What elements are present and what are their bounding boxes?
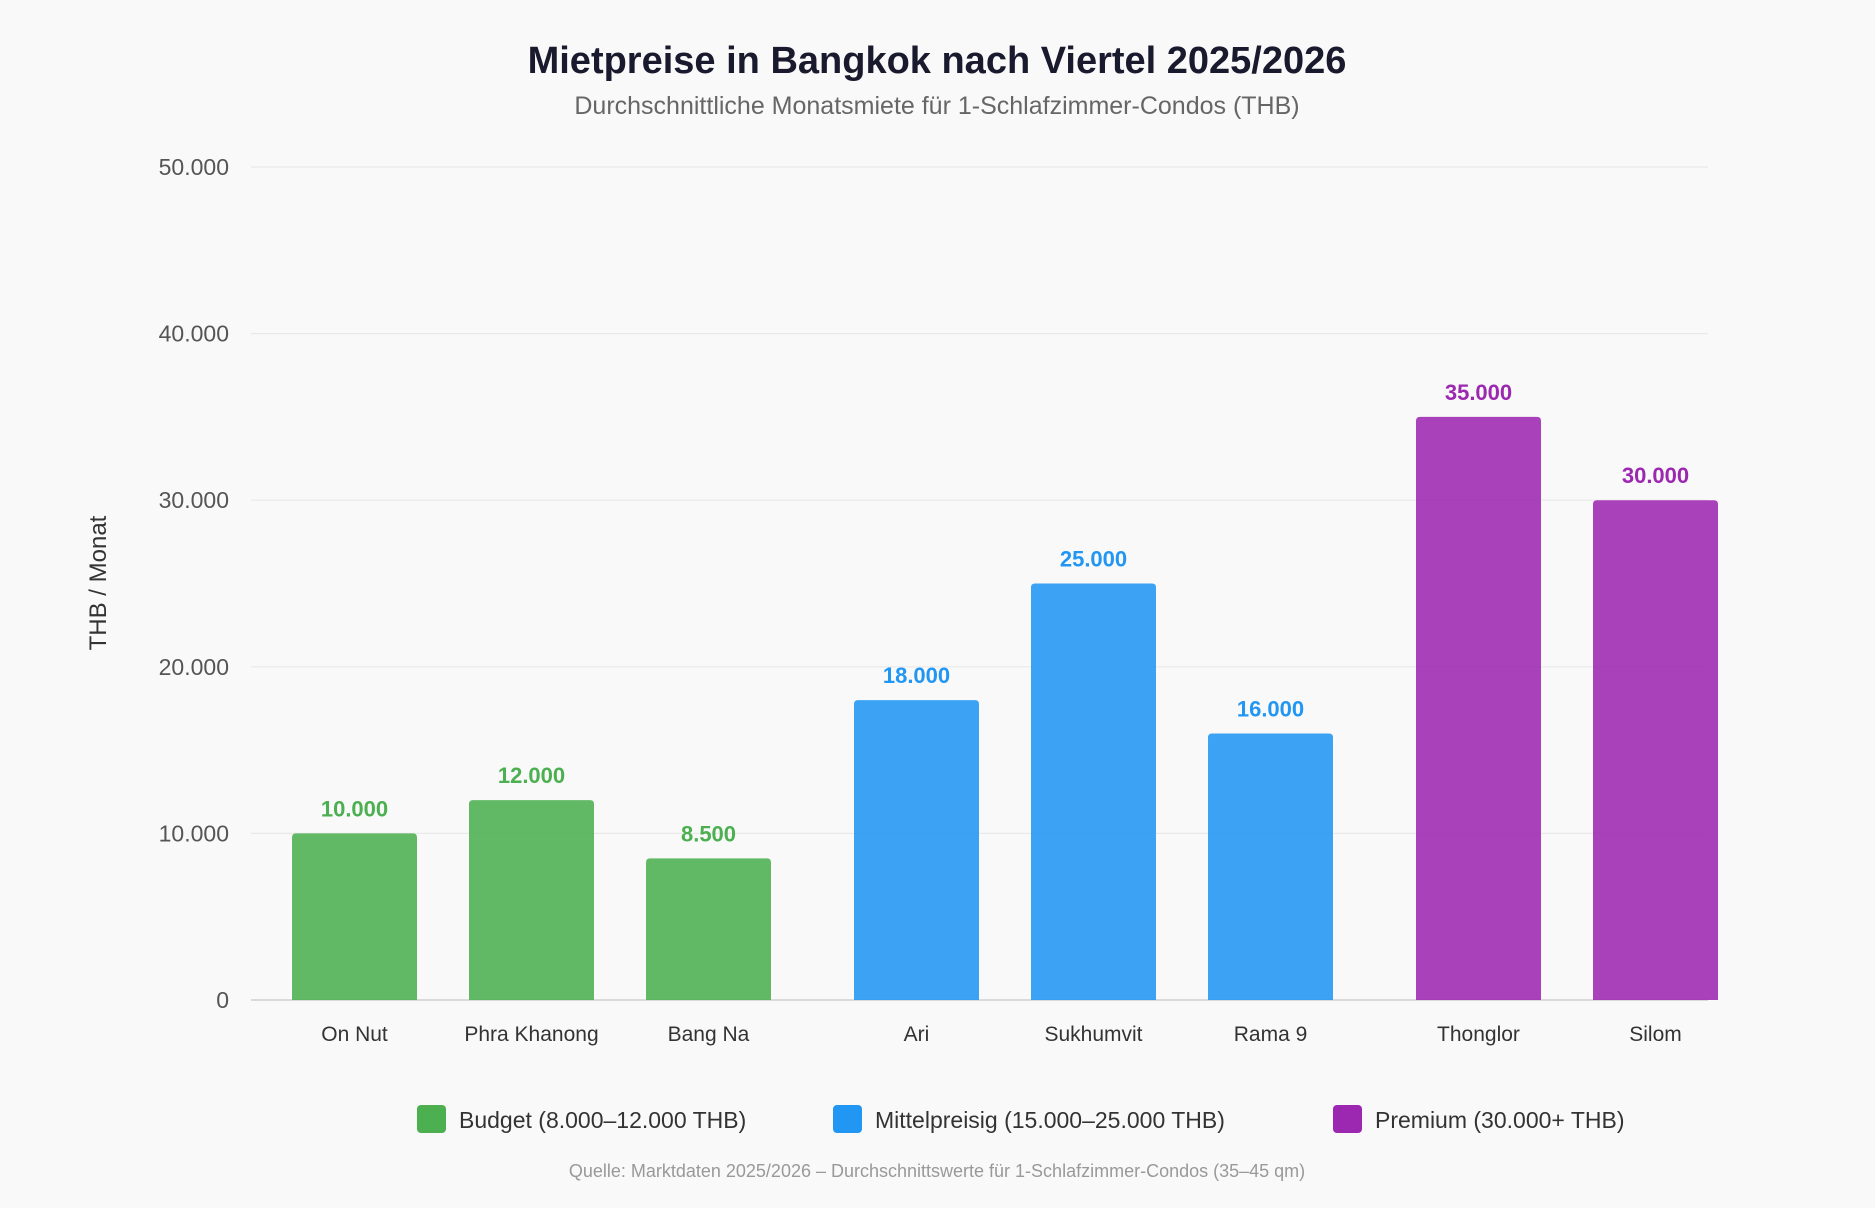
x-axis-categories: On Nut Phra Khanong Bang Na Ari Sukhumvit Ram…: [321, 1023, 1682, 1046]
bar-bang-na: [646, 858, 771, 1000]
bar-value-label: 10.000: [321, 796, 388, 821]
bar-value-label: 30.000: [1622, 463, 1689, 488]
bar-thonglor: [1416, 416, 1541, 1000]
bar-value-label: 16.000: [1237, 696, 1304, 721]
x-category-label: Bang Na: [668, 1023, 750, 1046]
bar-sukhumvit: [1031, 583, 1156, 1000]
x-category-label: Phra Khanong: [464, 1023, 598, 1046]
bar-value-label: 12.000: [498, 763, 565, 788]
legend-label: Premium (30.000+ THB): [1375, 1107, 1624, 1133]
y-tick-label: 0: [216, 987, 229, 1013]
y-tick-label: 10.000: [159, 820, 229, 846]
bar-phra-khanong: [469, 800, 594, 1000]
y-axis-ticks: 0 10.000 20.000 30.000 40.000 50.000: [159, 154, 229, 1013]
x-category-label: Thonglor: [1437, 1023, 1520, 1046]
x-category-label: On Nut: [321, 1023, 388, 1046]
bar-ari: [854, 700, 979, 1000]
x-category-label: Sukhumvit: [1044, 1023, 1142, 1046]
y-tick-label: 40.000: [159, 321, 229, 347]
bar-value-label: 35.000: [1445, 380, 1512, 405]
source-note: Quelle: Marktdaten 2025/2026 – Durchschn…: [569, 1161, 1305, 1181]
bar-value-label: 18.000: [883, 663, 950, 688]
chart-subtitle: Durchschnittliche Monatsmiete für 1-Schl…: [574, 92, 1299, 120]
y-axis-label: THB / Monat: [85, 515, 112, 650]
y-tick-label: 30.000: [159, 487, 229, 513]
legend: Budget (8.000–12.000 THB) Mittelpreisig (…: [417, 1105, 1624, 1133]
legend-label: Mittelpreisig (15.000–25.000 THB): [875, 1107, 1225, 1133]
value-labels: 10.000 12.000 8.500 18.000 25.000 16.000 35.00…: [321, 380, 1689, 846]
bars: [292, 416, 1718, 1000]
bar-value-label: 25.000: [1060, 547, 1127, 572]
x-category-label: Ari: [904, 1023, 930, 1046]
bar-on-nut: [292, 833, 417, 1000]
legend-label: Budget (8.000–12.000 THB): [459, 1107, 746, 1133]
bar-rama-9: [1208, 733, 1333, 1000]
bar-silom: [1593, 500, 1718, 1000]
x-category-label: Rama 9: [1234, 1023, 1308, 1046]
x-category-label: Silom: [1629, 1023, 1682, 1046]
chart-title: Mietpreise in Bangkok nach Viertel 2025/…: [528, 40, 1347, 82]
y-tick-label: 20.000: [159, 654, 229, 680]
legend-swatch: [417, 1105, 446, 1133]
legend-swatch: [1333, 1105, 1362, 1133]
legend-swatch: [833, 1105, 862, 1133]
bar-value-label: 8.500: [681, 821, 736, 846]
y-tick-label: 50.000: [159, 154, 229, 180]
